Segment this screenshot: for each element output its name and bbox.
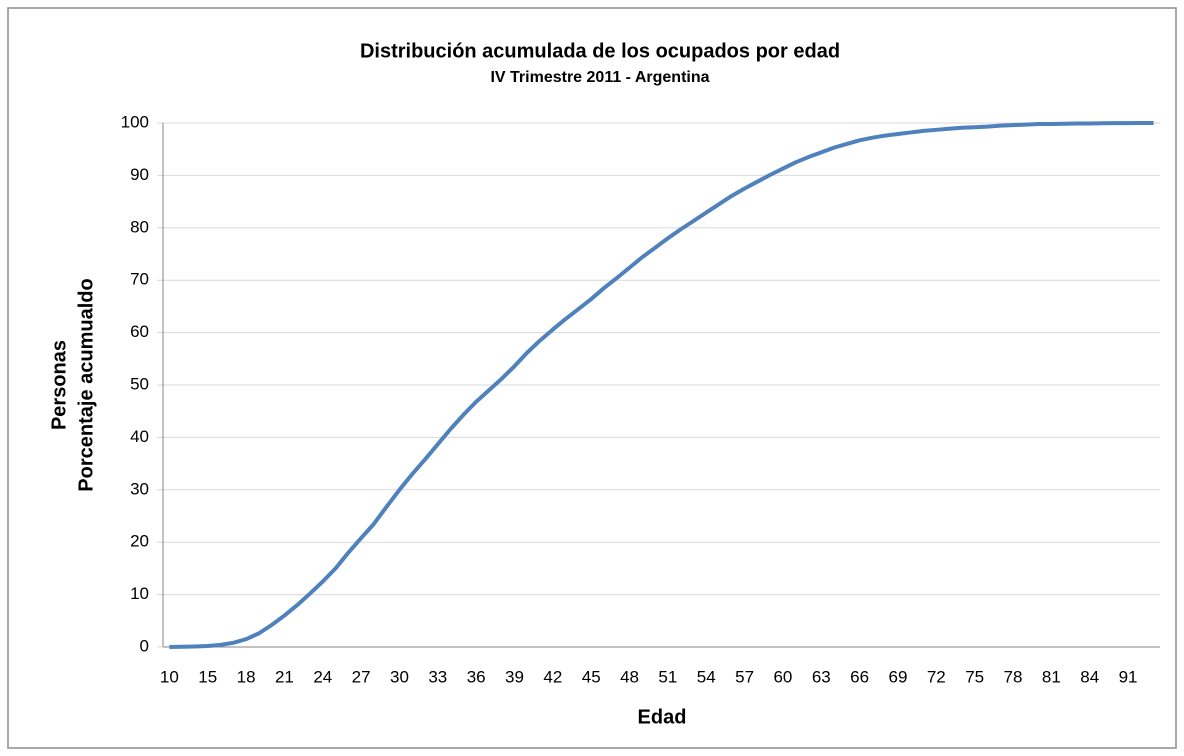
chart-title: Distribución acumulada de los ocupados p… <box>360 40 840 62</box>
y-tick-label: 40 <box>130 427 149 446</box>
x-tick-label: 39 <box>505 667 524 686</box>
x-tick-label: 42 <box>543 667 562 686</box>
x-tick-label: 51 <box>658 667 677 686</box>
x-tick-label: 75 <box>965 667 984 686</box>
chart-subtitle: IV Trimestre 2011 - Argentina <box>490 69 709 86</box>
x-tick-label: 15 <box>198 667 217 686</box>
x-tick-label: 24 <box>313 667 332 686</box>
y-tick-label: 10 <box>130 584 149 603</box>
x-tick-label: 78 <box>1004 667 1023 686</box>
y-tick-label: 100 <box>121 112 149 131</box>
x-tick-label: 54 <box>697 667 716 686</box>
data-line <box>169 121 1154 649</box>
y-axis-label: Porcentaje acumualdo <box>75 278 97 491</box>
x-tick-label: 36 <box>467 667 486 686</box>
x-tick-label: 30 <box>390 667 409 686</box>
x-tick-label: 84 <box>1080 667 1099 686</box>
y-tick-label: 70 <box>130 270 149 289</box>
x-tick-label: 72 <box>927 667 946 686</box>
x-tick-label: 81 <box>1042 667 1061 686</box>
y-tick-label: 60 <box>130 322 149 341</box>
x-tick-label: 57 <box>735 667 754 686</box>
y-tick-label: 90 <box>130 165 149 184</box>
chart-border <box>7 7 1177 749</box>
x-tick-label: 91 <box>1119 667 1138 686</box>
x-tick-label: 48 <box>620 667 639 686</box>
y-axis-label: Personas <box>48 340 70 430</box>
y-tick-label: 20 <box>130 532 149 551</box>
x-tick-label: 18 <box>237 667 256 686</box>
x-tick-label: 63 <box>812 667 831 686</box>
x-tick-label: 10 <box>160 667 179 686</box>
y-tick-label: 0 <box>140 636 149 655</box>
x-tick-label: 21 <box>275 667 294 686</box>
x-axis-label: Edad <box>638 706 687 728</box>
y-tick-label: 50 <box>130 374 149 393</box>
x-tick-label: 33 <box>428 667 447 686</box>
x-tick-label: 27 <box>352 667 371 686</box>
x-tick-label: 60 <box>773 667 792 686</box>
y-tick-label: 80 <box>130 217 149 236</box>
x-tick-label: 69 <box>889 667 908 686</box>
x-tick-label: 66 <box>850 667 869 686</box>
y-tick-label: 30 <box>130 479 149 498</box>
x-tick-label: 45 <box>582 667 601 686</box>
